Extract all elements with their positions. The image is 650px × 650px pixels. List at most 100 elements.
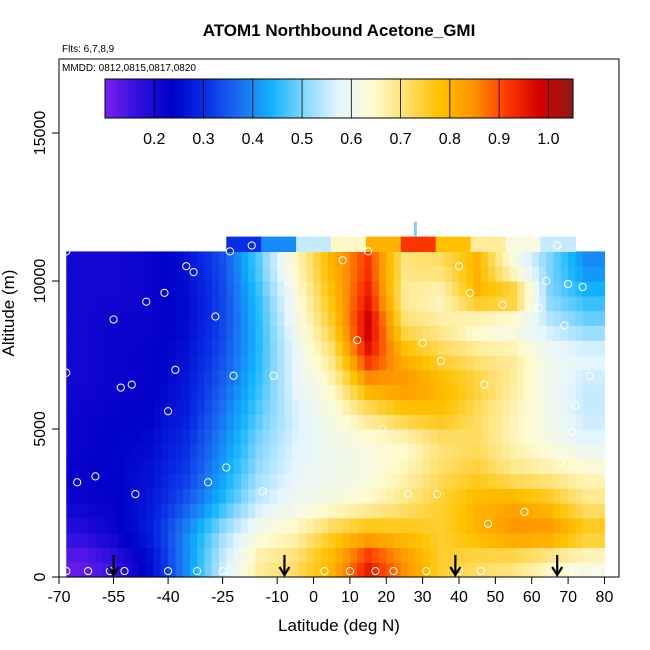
heatmap-cell xyxy=(502,458,511,474)
heatmap-cell xyxy=(502,532,511,548)
colorbar-tick-label: 0.7 xyxy=(389,131,411,148)
heatmap-cell xyxy=(211,281,220,297)
heatmap-cell xyxy=(255,325,264,341)
heatmap-cell xyxy=(422,310,431,326)
heatmap-cell xyxy=(299,310,307,326)
x-tick-label: -55 xyxy=(102,589,125,606)
heatmap-cell xyxy=(531,369,540,386)
heatmap-cell xyxy=(342,399,351,415)
heatmap-cell xyxy=(502,281,511,297)
heatmap-cell xyxy=(408,458,416,474)
heatmap-cell xyxy=(473,325,482,341)
heatmap-cell xyxy=(357,369,366,386)
heatmap-cell xyxy=(371,369,380,386)
heatmap-cell xyxy=(437,266,446,282)
heatmap-cell xyxy=(233,281,242,297)
heatmap-cell xyxy=(517,369,526,386)
heatmap-cell xyxy=(422,325,431,341)
heatmap-cell xyxy=(473,266,482,282)
heatmap-cell xyxy=(226,384,235,400)
heatmap-cell xyxy=(291,443,300,460)
heatmap-cell xyxy=(364,355,373,371)
heatmap-cell xyxy=(422,562,431,578)
heatmap-cell xyxy=(248,251,256,267)
heatmap-cell xyxy=(168,266,176,282)
sample-point xyxy=(62,247,71,256)
heatmap-cell xyxy=(517,266,526,282)
heatmap-cell xyxy=(146,503,155,519)
heatmap-cell xyxy=(109,325,118,341)
heatmap-cell xyxy=(146,429,155,445)
sample-point xyxy=(222,463,231,472)
x-tick-label: -40 xyxy=(157,589,180,606)
heatmap-cell xyxy=(73,429,82,445)
heatmap-cell xyxy=(524,355,533,371)
heatmap-cell xyxy=(306,547,315,563)
heatmap-cell xyxy=(226,355,235,371)
heatmap-cell xyxy=(168,473,176,489)
heatmap-cell xyxy=(240,281,249,297)
heatmap-cell xyxy=(197,384,206,400)
dates-label: MMDD: 0812,0815,0817,0820 xyxy=(62,63,196,74)
heatmap-cell xyxy=(437,488,446,504)
heatmap-cell xyxy=(80,399,89,415)
heatmap-cell xyxy=(560,251,569,267)
heatmap-cell xyxy=(415,295,424,312)
heatmap-cell xyxy=(451,503,460,519)
heatmap-cell xyxy=(488,281,496,297)
heatmap-cell xyxy=(509,503,518,519)
heatmap-cell xyxy=(488,310,496,326)
heatmap-cell xyxy=(531,251,540,267)
heatmap-cell xyxy=(459,310,467,326)
heatmap-cell xyxy=(320,384,329,400)
heatmap-cell xyxy=(233,547,242,563)
heatmap-cell xyxy=(313,414,322,430)
heatmap-cell xyxy=(269,517,278,534)
heatmap-cell xyxy=(66,310,75,326)
heatmap-cell xyxy=(517,310,526,326)
heatmap-cell xyxy=(488,399,496,415)
heatmap-cell xyxy=(575,532,584,548)
heatmap-cell xyxy=(109,443,118,460)
heatmap-cell xyxy=(146,266,155,282)
colorbar-tick-label: 1.0 xyxy=(537,131,559,148)
heatmap-cell xyxy=(226,281,235,297)
heatmap-cell xyxy=(88,325,96,341)
heatmap-cell xyxy=(429,458,438,474)
heatmap-cell xyxy=(131,414,140,430)
heatmap-cell xyxy=(226,488,235,504)
heatmap-cell xyxy=(357,310,366,326)
heatmap-cell xyxy=(131,295,140,312)
heatmap-cell xyxy=(277,325,286,341)
heatmap-cell xyxy=(109,355,118,371)
heatmap-cell xyxy=(131,562,140,578)
heatmap-cell xyxy=(269,369,278,386)
heatmap-cell xyxy=(66,458,75,474)
sample-point xyxy=(571,401,580,410)
heatmap-cell xyxy=(597,414,606,430)
heatmap-cell xyxy=(73,414,82,430)
heatmap-cell xyxy=(560,355,569,371)
sample-point xyxy=(109,315,118,324)
heatmap-cell xyxy=(459,281,467,297)
heatmap-cell xyxy=(291,517,300,534)
heatmap-cell xyxy=(517,384,526,400)
heatmap-cell xyxy=(80,503,89,519)
heatmap-cell xyxy=(386,251,395,267)
heatmap-cell xyxy=(306,281,315,297)
heatmap-cell xyxy=(269,488,278,504)
heatmap-cell xyxy=(393,414,402,430)
heatmap-cell xyxy=(139,399,147,415)
heatmap-cell xyxy=(539,532,547,548)
heatmap-cell xyxy=(429,503,438,519)
heatmap-cell xyxy=(88,488,96,504)
heatmap-cell xyxy=(233,384,242,400)
heatmap-cell xyxy=(320,295,329,312)
heatmap-cell xyxy=(160,340,169,356)
heatmap-cell xyxy=(269,325,278,341)
heatmap-cell xyxy=(277,340,286,356)
heatmap-cell xyxy=(429,443,438,460)
heatmap-cell xyxy=(473,295,482,312)
heatmap-cell xyxy=(306,266,315,282)
heatmap-cell xyxy=(371,355,380,371)
